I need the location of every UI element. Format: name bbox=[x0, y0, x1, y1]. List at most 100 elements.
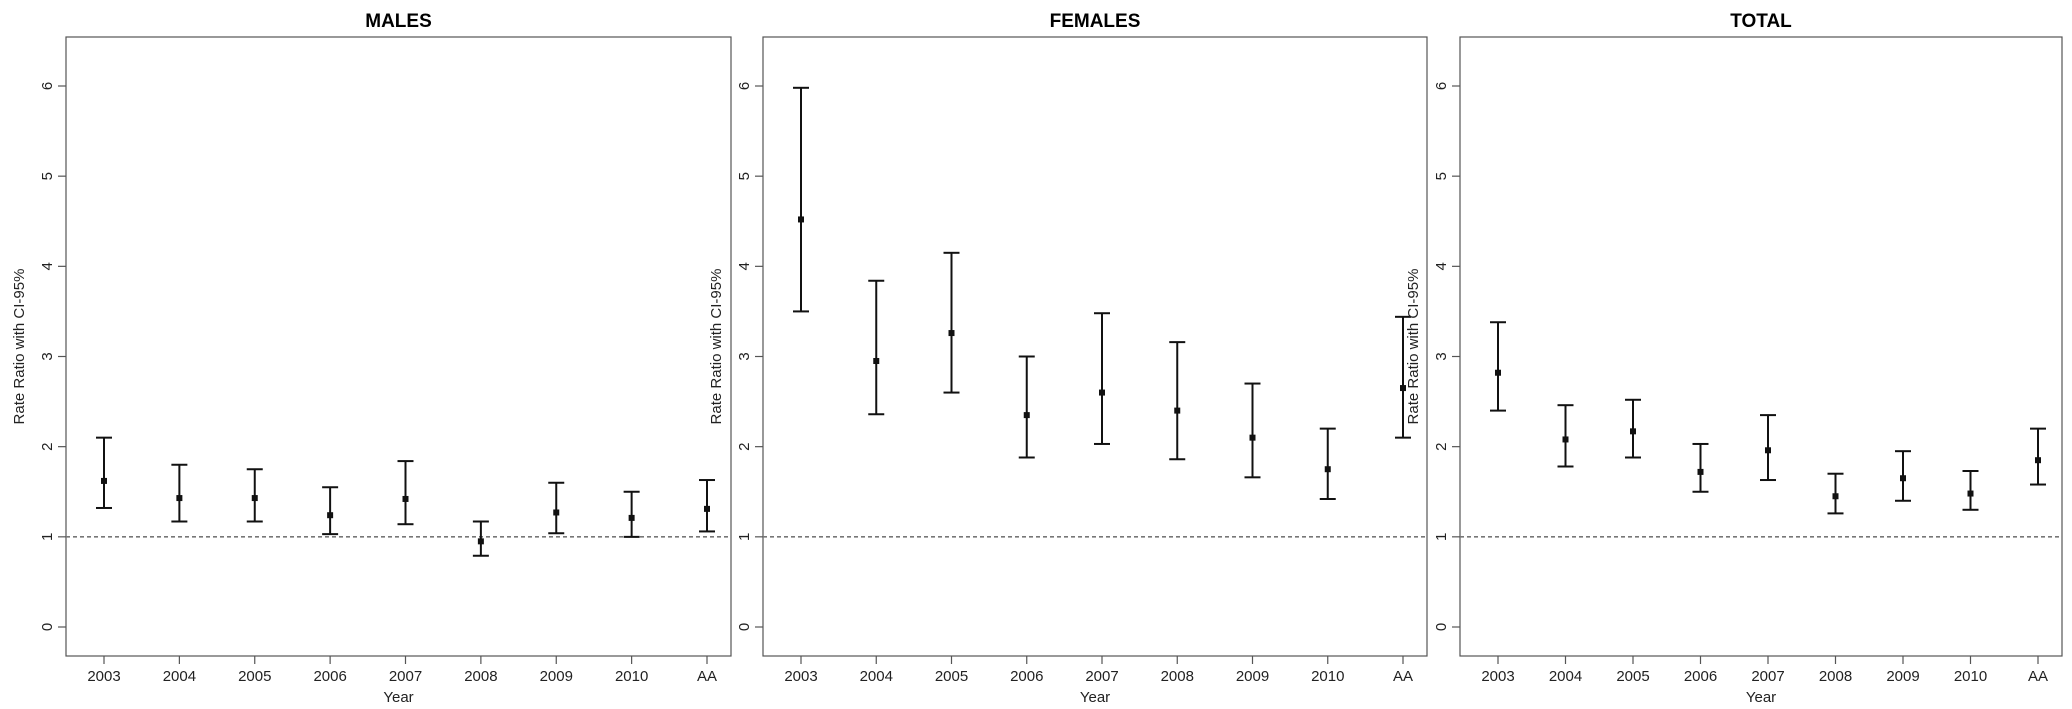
plot-frame bbox=[762, 36, 1428, 657]
y-axis-label: Rate Ratio with CI-95% bbox=[1405, 269, 1422, 425]
x-tick-label: 2004 bbox=[163, 668, 196, 685]
error-bar bbox=[943, 251, 960, 394]
point-estimate bbox=[251, 495, 258, 502]
y-tick-label: 2 bbox=[1433, 442, 1450, 450]
y-tick-label: 3 bbox=[1433, 352, 1450, 360]
plot-frame bbox=[1459, 36, 2063, 657]
point-estimate bbox=[176, 495, 183, 502]
y-tick-label: 6 bbox=[39, 82, 56, 90]
y-tick-label: 2 bbox=[39, 442, 56, 450]
y-axis-label: Rate Ratio with CI-95% bbox=[11, 269, 28, 425]
point-estimate bbox=[1400, 385, 1406, 392]
error-bar bbox=[1395, 315, 1411, 439]
x-tick-label: 2007 bbox=[1085, 668, 1118, 685]
y-tick-label: 1 bbox=[39, 533, 56, 541]
error-bar bbox=[1962, 470, 1979, 511]
y-tick-label: 5 bbox=[39, 172, 56, 180]
point-estimate bbox=[1562, 436, 1569, 443]
x-tick-label: 2006 bbox=[1010, 668, 1043, 685]
error-bar bbox=[868, 279, 885, 416]
error-bar bbox=[1169, 341, 1186, 461]
x-tick-label: AA bbox=[1393, 668, 1413, 685]
point-estimate bbox=[1324, 466, 1331, 473]
x-tick-label: 2010 bbox=[1954, 668, 1987, 685]
point-estimate bbox=[101, 477, 107, 484]
point-estimate bbox=[1900, 475, 1906, 482]
point-estimate bbox=[1697, 468, 1704, 475]
error-bar bbox=[2030, 427, 2046, 486]
x-tick-label: 2009 bbox=[540, 668, 573, 685]
chart-title: MALES bbox=[365, 11, 432, 32]
point-estimate bbox=[553, 509, 560, 516]
point-estimate bbox=[1249, 434, 1256, 441]
y-tick-label: 5 bbox=[736, 172, 753, 180]
x-tick-label: 2006 bbox=[313, 668, 346, 685]
x-tick-label: 2003 bbox=[784, 668, 817, 685]
point-estimate bbox=[948, 330, 955, 337]
y-tick-label: 0 bbox=[736, 623, 753, 631]
x-tick-label: 2007 bbox=[1751, 668, 1784, 685]
x-tick-label: 2005 bbox=[935, 668, 968, 685]
error-bar bbox=[1692, 442, 1709, 493]
error-bar bbox=[1625, 398, 1641, 459]
point-estimate bbox=[1967, 490, 1974, 497]
point-estimate bbox=[798, 216, 804, 223]
y-tick-label: 1 bbox=[1433, 533, 1450, 541]
point-estimate bbox=[402, 495, 409, 502]
error-bar bbox=[171, 463, 188, 523]
x-tick-label: 2006 bbox=[1684, 668, 1717, 685]
x-axis-label: Year bbox=[1080, 689, 1110, 706]
x-axis-label: Year bbox=[383, 689, 413, 706]
point-estimate bbox=[1832, 493, 1839, 500]
chart-title: TOTAL bbox=[1730, 11, 1792, 32]
chart-panel-males: MALES 0 1 2 3 4 5 6 2003 2004 2005 2006 2007 2008 2009… bbox=[11, 11, 732, 706]
y-tick-label: 4 bbox=[1433, 262, 1450, 270]
error-bar bbox=[246, 468, 263, 523]
x-tick-label: 2009 bbox=[1236, 668, 1269, 685]
point-estimate bbox=[477, 538, 484, 545]
error-bar bbox=[1895, 450, 1911, 502]
y-tick-label: 0 bbox=[39, 623, 56, 631]
x-axis-label: Year bbox=[1746, 689, 1776, 706]
y-tick-label: 3 bbox=[39, 352, 56, 360]
point-estimate bbox=[327, 512, 334, 519]
x-tick-label: 2008 bbox=[1819, 668, 1852, 685]
point-estimate bbox=[1023, 412, 1030, 419]
y-tick-label: 0 bbox=[1433, 623, 1450, 631]
x-tick-label: 2008 bbox=[464, 668, 497, 685]
point-estimate bbox=[2035, 457, 2041, 464]
error-bar bbox=[472, 520, 489, 557]
x-tick-label: 2009 bbox=[1886, 668, 1919, 685]
y-tick-label: 1 bbox=[736, 533, 753, 541]
y-tick-label: 4 bbox=[736, 262, 753, 270]
x-tick-label: 2004 bbox=[860, 668, 893, 685]
x-tick-label: AA bbox=[697, 668, 717, 685]
y-tick-label: 6 bbox=[736, 82, 753, 90]
x-tick-label: 2008 bbox=[1161, 668, 1194, 685]
y-tick-label: 2 bbox=[736, 442, 753, 450]
y-tick-label: 3 bbox=[736, 352, 753, 360]
y-tick-label: 6 bbox=[1433, 82, 1450, 90]
x-tick-label: 2005 bbox=[238, 668, 271, 685]
error-bar bbox=[623, 490, 640, 538]
x-tick-label: 2005 bbox=[1616, 668, 1649, 685]
error-bar bbox=[699, 479, 715, 533]
error-bar bbox=[322, 486, 339, 536]
error-bar bbox=[397, 460, 414, 526]
x-tick-label: 2003 bbox=[87, 668, 120, 685]
error-bar bbox=[548, 481, 565, 535]
y-tick-label: 4 bbox=[39, 262, 56, 270]
error-bar bbox=[1490, 321, 1506, 412]
y-tick-label: 5 bbox=[1433, 172, 1450, 180]
error-bar bbox=[793, 86, 809, 313]
point-estimate bbox=[873, 358, 880, 365]
chart-panel-total: TOTAL 0 1 2 3 4 5 6 2003 2004 2005 2006 2007 2008 2009… bbox=[1405, 11, 2063, 706]
error-bar bbox=[1244, 382, 1261, 479]
error-bar bbox=[1760, 414, 1776, 482]
x-tick-label: 2007 bbox=[389, 668, 422, 685]
point-estimate bbox=[628, 514, 635, 521]
x-tick-label: AA bbox=[2028, 668, 2048, 685]
point-estimate bbox=[1174, 407, 1181, 414]
